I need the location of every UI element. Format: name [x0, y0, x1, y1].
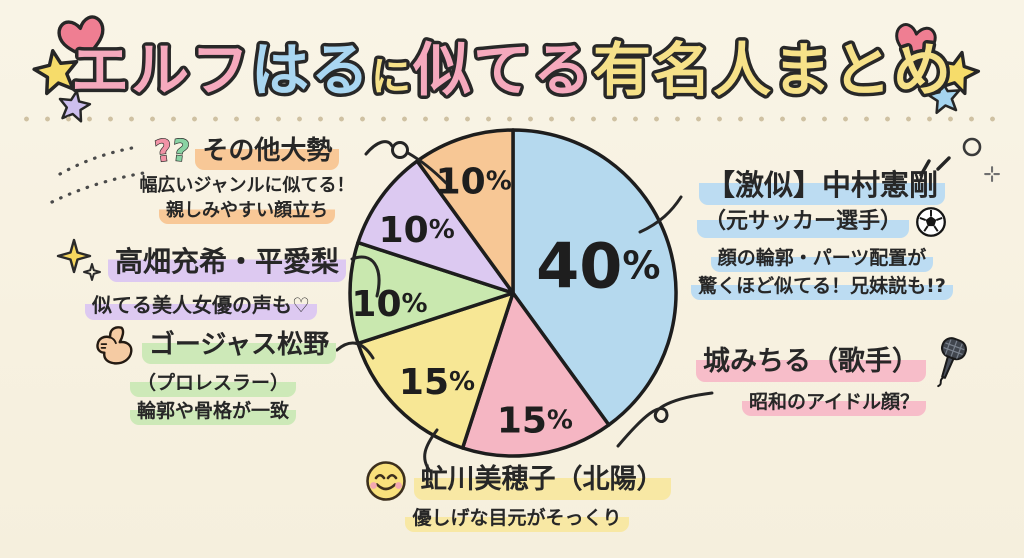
pie-slices — [348, 128, 678, 458]
callout-abukawa-desc1: 優しげな目元がそっくり — [405, 506, 629, 532]
callout-takahata-name: 高畑充希・平愛梨 — [107, 242, 346, 282]
callout-others-desc2: 親しみやすい顔立ち — [159, 199, 335, 224]
callout-others-name: その他大勢 — [195, 133, 340, 170]
pie-slice-2 — [460, 291, 611, 458]
double-question-icon: ?? — [152, 132, 192, 171]
pink-heart-icon — [895, 23, 937, 62]
title-banner: エルフはるに似てる有名人まとめ — [32, 15, 981, 123]
yellow-star-icon — [937, 50, 981, 96]
motion-line — [58, 145, 139, 176]
purple-star-icon — [58, 89, 92, 123]
gray-sparkle-icon — [984, 166, 1000, 182]
pie-perc售labels: 40% 15% 15% 10% 10% 10% — [351, 161, 660, 441]
title-segment: 有名人まとめ — [593, 36, 953, 104]
callout-abukawa-name: 虻川美穂子（北陽） — [413, 462, 671, 500]
title-segment: はる — [251, 36, 371, 104]
pie-percent-label: 10% — [379, 210, 455, 251]
title-segment: エルフ — [71, 36, 251, 104]
leader-lines — [335, 140, 951, 473]
leader-others-circle — [391, 141, 409, 159]
pie-percent-label: 40% — [536, 229, 660, 302]
leader-gorgeous — [335, 341, 375, 360]
pie-slice-1 — [511, 128, 678, 427]
callout-nakamura: 【激似】中村憲剛 （元サッカー選手） 顔の輪郭・パーツ配置が 驚くほど似てる！兄… — [664, 167, 980, 300]
callout-jo-name: 城みちる（歌手） — [696, 344, 926, 382]
muscle-icon — [96, 326, 133, 365]
callout-takahata-desc1: 似てる美人女優の声も♡ — [85, 292, 317, 320]
pie-percent-label: 15% — [497, 400, 573, 441]
dotted-motion-lines — [50, 145, 151, 204]
page-title: エルフはるに似てる有名人まとめ — [71, 36, 953, 104]
callout-gorgeous-name: ゴージャス松野 — [141, 327, 337, 365]
yellow-star-icon — [32, 49, 79, 96]
callout-nakamura-desc2: 驚くほど似てる！兄妹説も!? — [691, 274, 953, 300]
callout-gorgeous-sub: （プロレスラー） — [129, 371, 296, 397]
smiley-icon — [365, 461, 406, 501]
callout-jo-desc1: 昭和のアイドル顔？ — [741, 390, 927, 416]
title-segment: に — [371, 54, 413, 100]
leader-nakamura — [638, 195, 683, 234]
motion-line — [50, 170, 151, 204]
pink-heart-icon — [57, 15, 105, 60]
callout-jo: 城みちる（歌手） 昭和のアイドル顔？ — [684, 337, 984, 416]
title-segment: 似てる — [412, 36, 593, 104]
soccer-ball-icon — [916, 207, 946, 238]
pie-slice-5 — [356, 159, 515, 295]
leader-others — [364, 140, 394, 156]
callout-others-desc1: 幅広いジャンルに似てる！ — [139, 174, 355, 196]
pie-percent-label: 10% — [436, 161, 512, 202]
microphone-icon — [937, 337, 967, 388]
callout-others: ?? その他大勢 幅広いジャンルに似てる！ 親しみやすい顔立ち — [112, 132, 382, 224]
pie-percent-label: 15% — [399, 362, 475, 403]
callout-nakamura-sub: （元サッカー選手） — [696, 206, 909, 238]
leader-jo — [616, 391, 714, 448]
pie-percent-label: 10% — [351, 284, 427, 325]
callout-abukawa: 虻川美穂子（北陽） 優しげな目元がそっくり — [350, 459, 684, 532]
callout-takahata: 高畑充希・平愛梨 似てる美人女優の声も♡ — [40, 236, 362, 320]
callout-gorgeous-desc1: 輪郭や骨格が一致 — [129, 398, 296, 425]
leader-others2 — [406, 151, 448, 185]
blue-star-icon — [926, 80, 961, 115]
callout-gorgeous: ゴージャス松野 （プロレスラー） 輪郭や骨格が一致 — [70, 324, 356, 425]
leader-takahata — [350, 255, 381, 298]
sparkle-icon — [56, 238, 101, 281]
callout-nakamura-name: 【激似】中村憲剛 — [698, 167, 945, 205]
doodle-circle — [962, 137, 982, 157]
dotted-divider — [16, 115, 1008, 123]
callout-nakamura-desc1: 顔の輪郭・パーツ配置が — [710, 246, 934, 273]
pie-slice-4 — [348, 240, 515, 346]
